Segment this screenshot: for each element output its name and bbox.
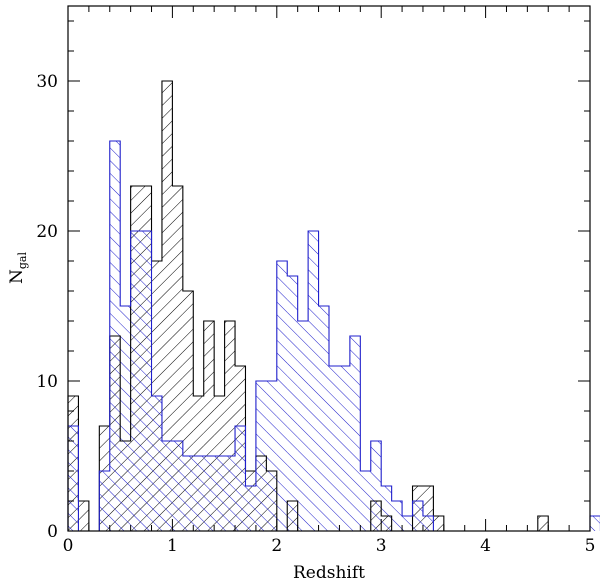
x-tick-label: 2 bbox=[271, 536, 282, 556]
hist-bar-series2 bbox=[120, 306, 131, 531]
x-tick-label: 0 bbox=[63, 536, 74, 556]
hist-bar-series2 bbox=[381, 486, 392, 531]
y-tick-label: 0 bbox=[47, 522, 58, 542]
hist-bar-series2 bbox=[276, 261, 288, 531]
hist-bar-series1 bbox=[537, 516, 549, 531]
x-tick-label: 4 bbox=[480, 536, 491, 556]
hist-bar-series2 bbox=[422, 516, 434, 531]
y-tick-label: 10 bbox=[36, 372, 58, 392]
hist-bar-series2 bbox=[99, 471, 110, 531]
hist-bar-series2 bbox=[224, 456, 236, 531]
x-tick-label: 1 bbox=[167, 536, 178, 556]
hist-bar-series2 bbox=[402, 516, 413, 531]
hist-bar-series2 bbox=[318, 306, 329, 531]
hist-bar-series2 bbox=[193, 456, 204, 531]
bars-layer bbox=[68, 81, 600, 531]
tick-labels: 0 1 2 3 4 5 0 10 20 30 bbox=[36, 72, 595, 556]
hist-bar-series2 bbox=[329, 366, 340, 531]
hist-bar-series1 bbox=[78, 501, 89, 531]
hist-bar-series2 bbox=[182, 456, 194, 531]
hist-bar-series2 bbox=[235, 426, 246, 531]
hist-bar-series2 bbox=[266, 381, 277, 531]
hist-bar-series2 bbox=[360, 471, 371, 531]
x-tick-label: 5 bbox=[585, 536, 596, 556]
x-axis-label: Redshift bbox=[293, 563, 365, 582]
hist-bar-series2 bbox=[287, 276, 298, 531]
hist-bar-series1 bbox=[203, 321, 215, 531]
hist-bar-series2 bbox=[130, 231, 142, 531]
hist-bar-series2 bbox=[203, 456, 215, 531]
plot-frame bbox=[67, 5, 591, 532]
hist-bar-series2 bbox=[245, 486, 256, 531]
hist-bar-series1 bbox=[172, 186, 183, 531]
hist-bar-series2 bbox=[161, 441, 173, 531]
hist-bar-series2 bbox=[391, 501, 403, 531]
hist-bar-series1 bbox=[161, 81, 173, 531]
hist-bar-series1 bbox=[422, 486, 434, 531]
hist-bar-series2 bbox=[214, 456, 225, 531]
hist-bar-series2 bbox=[141, 231, 152, 531]
x-tick-label: 3 bbox=[376, 536, 387, 556]
hist-bar-series2 bbox=[412, 501, 423, 531]
hist-bar-series2 bbox=[349, 336, 361, 531]
hist-bar-series2 bbox=[370, 441, 382, 531]
hist-bar-series2 bbox=[151, 396, 162, 531]
hist-bar-series2 bbox=[172, 441, 183, 531]
y-axis-label-main: N bbox=[7, 269, 27, 284]
hist-bar-series1 bbox=[182, 291, 194, 531]
y-axis-label: Ngal bbox=[7, 252, 29, 284]
hist-bar-series2 bbox=[308, 231, 319, 531]
hist-bar-series2 bbox=[590, 516, 600, 531]
hist-bar-series1 bbox=[433, 516, 444, 531]
y-axis-label-sub: gal bbox=[16, 252, 29, 270]
hist-bar-series1 bbox=[224, 321, 236, 531]
y-tick-label: 20 bbox=[36, 222, 58, 242]
hist-bar-series2 bbox=[68, 426, 79, 531]
ticks-layer bbox=[67, 6, 591, 532]
y-tick-label: 30 bbox=[36, 72, 58, 92]
hist-bar-series2 bbox=[297, 321, 309, 531]
hist-bar-series2 bbox=[339, 366, 350, 531]
